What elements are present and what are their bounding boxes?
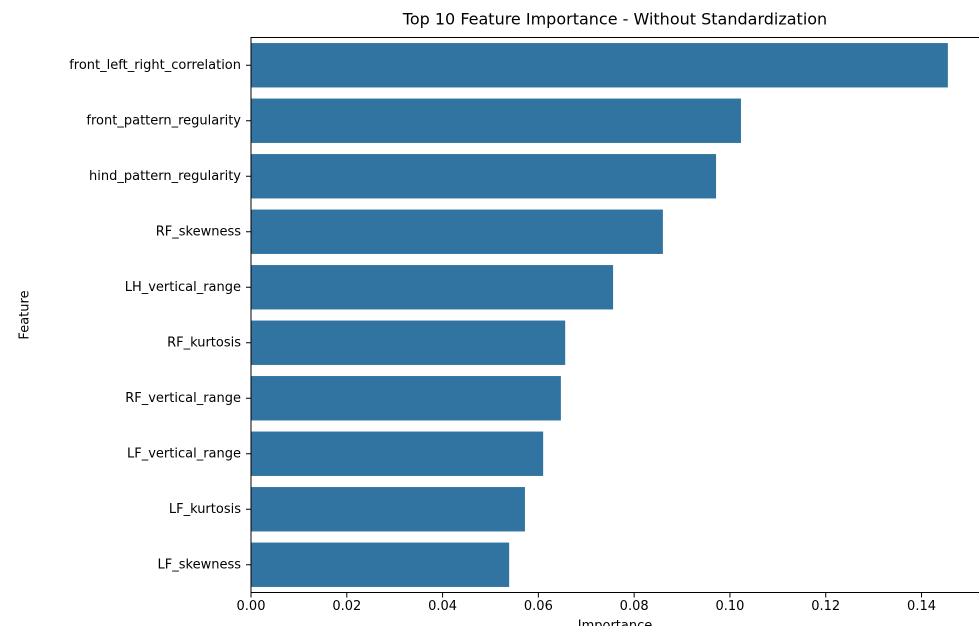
y-tick-label: LF_kurtosis — [169, 502, 241, 517]
bar — [251, 320, 566, 365]
y-tick-label: hind_pattern_regularity — [89, 169, 241, 184]
bar — [251, 431, 544, 476]
x-tick-label: 0.04 — [428, 599, 457, 614]
bar — [251, 265, 614, 310]
y-tick-label: front_pattern_regularity — [86, 113, 241, 128]
y-axis-label: Feature — [18, 290, 33, 339]
y-tick-label: RF_skewness — [156, 224, 241, 239]
axes-frame — [250, 37, 979, 593]
x-tick-label: 0.06 — [524, 599, 553, 614]
bar — [251, 542, 510, 587]
y-tick-label: LF_skewness — [158, 557, 242, 572]
y-tick-label: RF_kurtosis — [167, 335, 241, 350]
x-tick-label: 0.08 — [620, 599, 649, 614]
chart-title: Top 10 Feature Importance - Without Stan… — [402, 10, 827, 29]
y-tick-label: LF_vertical_range — [127, 446, 241, 461]
x-tick-label: 0.12 — [811, 599, 840, 614]
bar — [251, 376, 561, 421]
y-tick-label: LH_vertical_range — [125, 280, 241, 295]
y-tick-label: RF_vertical_range — [125, 391, 241, 406]
x-tick-label: 0.10 — [715, 599, 744, 614]
x-tick-label: 0.14 — [907, 599, 936, 614]
bar — [251, 43, 948, 88]
y-tick-label: front_left_right_correlation — [69, 58, 241, 73]
x-tick-label: 0.02 — [332, 599, 361, 614]
bar — [251, 98, 741, 143]
bar — [251, 209, 663, 254]
x-axis-label: Importance — [578, 619, 653, 626]
bar — [251, 487, 525, 532]
bar — [251, 154, 717, 199]
x-tick-label: 0.00 — [237, 599, 266, 614]
